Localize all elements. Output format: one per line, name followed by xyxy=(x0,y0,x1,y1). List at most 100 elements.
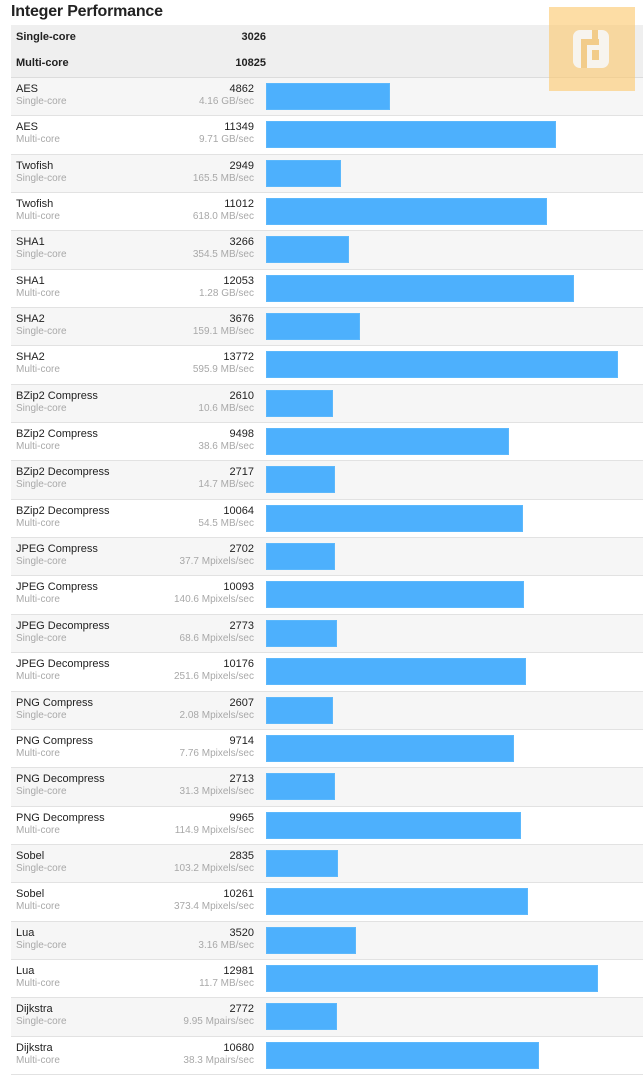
benchmark-name: BZip2 Decompress xyxy=(16,466,110,479)
benchmark-name: JPEG Compress xyxy=(16,543,98,556)
section-title: Integer Performance xyxy=(11,3,163,20)
benchmark-score: 12053 xyxy=(223,274,254,287)
benchmark-rate: 31.3 Mpixels/sec xyxy=(179,786,254,798)
table-row: Dijkstra Multi-core 10680 38.3 Mpairs/sec xyxy=(11,1036,643,1075)
benchmark-score: 2835 xyxy=(229,849,254,862)
benchmark-score: 2610 xyxy=(229,389,254,402)
benchmark-rate: 14.7 MB/sec xyxy=(198,479,254,491)
benchmark-mode: Single-core xyxy=(16,172,67,184)
benchmark-rate: 9.95 Mpairs/sec xyxy=(183,1016,254,1028)
benchmark-name: Twofish xyxy=(16,198,54,211)
summary-row-single-core: Single-core 3026 xyxy=(11,25,643,51)
benchmark-rate: 1.28 GB/sec xyxy=(198,287,254,299)
table-row: Twofish Multi-core 11012 618.0 MB/sec xyxy=(11,193,643,232)
score-bar xyxy=(266,1003,337,1031)
benchmark-mode: Multi-core xyxy=(16,517,60,529)
table-row: SHA1 Single-core 3266 354.5 MB/sec xyxy=(11,231,643,270)
benchmark-score: 2607 xyxy=(229,696,254,709)
benchmark-mode: Single-core xyxy=(16,1016,67,1028)
score-bar xyxy=(266,619,337,647)
benchmark-score: 2772 xyxy=(229,1003,254,1016)
benchmark-score: 13772 xyxy=(223,351,254,364)
benchmark-score: 9714 xyxy=(229,734,254,747)
benchmark-mode: Single-core xyxy=(16,326,67,338)
score-bar xyxy=(266,389,333,417)
benchmark-mode: Multi-core xyxy=(16,747,60,759)
benchmark-name: Dijkstra xyxy=(16,1041,53,1054)
score-bar xyxy=(266,159,341,187)
benchmark-score: 11349 xyxy=(224,121,254,134)
score-bar xyxy=(266,504,523,532)
benchmark-rate: 38.3 Mpairs/sec xyxy=(183,1054,254,1066)
benchmark-rate: 159.1 MB/sec xyxy=(192,326,254,338)
score-bar xyxy=(266,466,335,494)
benchmark-name: Sobel xyxy=(16,888,45,901)
table-row: AES Single-core 4862 4.16 GB/sec xyxy=(11,78,643,117)
benchmark-name: AES xyxy=(16,121,39,134)
table-row: BZip2 Compress Multi-core 9498 38.6 MB/sec xyxy=(11,423,643,462)
benchmark-mode: Single-core xyxy=(16,402,67,414)
benchmark-mode: Single-core xyxy=(16,862,67,874)
score-bar xyxy=(266,811,521,839)
benchmark-score: 12981 xyxy=(223,964,254,977)
benchmark-rate: 4.16 GB/sec xyxy=(198,96,254,107)
benchmark-score: 10093 xyxy=(223,581,254,594)
summary-label: Multi-core xyxy=(16,57,69,69)
benchmark-mode: Single-core xyxy=(16,786,67,798)
benchmark-rate: 37.7 Mpixels/sec xyxy=(179,556,254,568)
table-row: BZip2 Decompress Single-core 2717 14.7 MB/s… xyxy=(11,461,643,500)
benchmark-score: 3520 xyxy=(229,926,254,939)
benchmark-mode: Multi-core xyxy=(16,594,60,606)
score-bar xyxy=(266,198,547,226)
score-bar xyxy=(266,428,509,456)
summary-scores: Single-core 3026 Multi-core 10825 xyxy=(11,25,643,78)
benchmark-score: 2702 xyxy=(229,543,254,556)
benchmark-rate: 54.5 MB/sec xyxy=(198,517,254,529)
table-row: Lua Single-core 3520 3.16 MB/sec xyxy=(11,921,643,960)
benchmark-mode: Multi-core xyxy=(16,134,60,146)
benchmark-name: SHA1 xyxy=(16,274,45,287)
benchmark-score: 3676 xyxy=(229,313,254,326)
benchmark-mode: Multi-core xyxy=(16,901,60,913)
score-bar xyxy=(266,734,514,762)
table-row: BZip2 Decompress Multi-core 10064 54.5 MB/s… xyxy=(11,499,643,539)
benchmark-score: 4862 xyxy=(229,83,254,95)
table-row: PNG Compress Single-core 2607 2.08 Mpixels/… xyxy=(11,691,643,730)
benchmark-mode: Multi-core xyxy=(16,441,60,453)
benchmark-name: Twofish xyxy=(16,159,54,172)
table-row: JPEG Decompress Multi-core 10176 251.6 Mpix… xyxy=(11,653,643,692)
benchmark-rate: 114.9 Mpixels/sec xyxy=(174,824,254,836)
benchmark-name: SHA2 xyxy=(16,351,45,364)
benchmark-score: 11012 xyxy=(224,198,254,211)
benchmark-name: Sobel xyxy=(16,849,45,862)
benchmark-name: PNG Decompress xyxy=(16,811,105,824)
benchmark-rate: 595.9 MB/sec xyxy=(192,364,254,376)
summary-score: 3026 xyxy=(241,31,266,43)
benchmark-name: Lua xyxy=(16,964,35,977)
benchmark-rate: 2.08 Mpixels/sec xyxy=(179,709,254,721)
score-bar xyxy=(266,581,524,609)
score-bar xyxy=(266,849,338,877)
table-row: PNG Compress Multi-core 9714 7.76 Mpixels/s… xyxy=(11,729,643,769)
benchmark-rate: 3.16 MB/sec xyxy=(198,939,254,951)
benchmark-rate: 165.5 MB/sec xyxy=(192,172,254,184)
table-row: JPEG Decompress Single-core 2773 68.6 Mpixe… xyxy=(11,614,643,654)
table-row: Sobel Multi-core 10261 373.4 Mpixels/sec xyxy=(11,883,643,922)
benchmark-score: 2949 xyxy=(229,159,254,172)
table-row: Lua Multi-core 12981 11.7 MB/sec xyxy=(11,959,643,999)
benchmark-name: Dijkstra xyxy=(16,1003,53,1016)
benchmark-name: SHA1 xyxy=(16,236,45,249)
benchmark-mode: Multi-core xyxy=(16,824,60,836)
geekbench-logo-icon xyxy=(549,7,635,91)
score-bar xyxy=(266,274,574,302)
table-row: BZip2 Compress Single-core 2610 10.6 MB/sec xyxy=(11,384,643,424)
benchmark-name: SHA2 xyxy=(16,313,45,326)
benchmark-mode: Single-core xyxy=(16,249,67,261)
summary-row-multi-core: Multi-core 10825 xyxy=(11,51,643,77)
benchmark-name: AES xyxy=(16,83,39,95)
benchmark-rate: 38.6 MB/sec xyxy=(198,441,254,453)
score-bar xyxy=(266,926,356,954)
table-row: PNG Decompress Single-core 2713 31.3 Mpixel… xyxy=(11,768,643,807)
benchmark-rate: 354.5 MB/sec xyxy=(192,249,254,261)
benchmark-mode: Multi-core xyxy=(16,287,60,299)
